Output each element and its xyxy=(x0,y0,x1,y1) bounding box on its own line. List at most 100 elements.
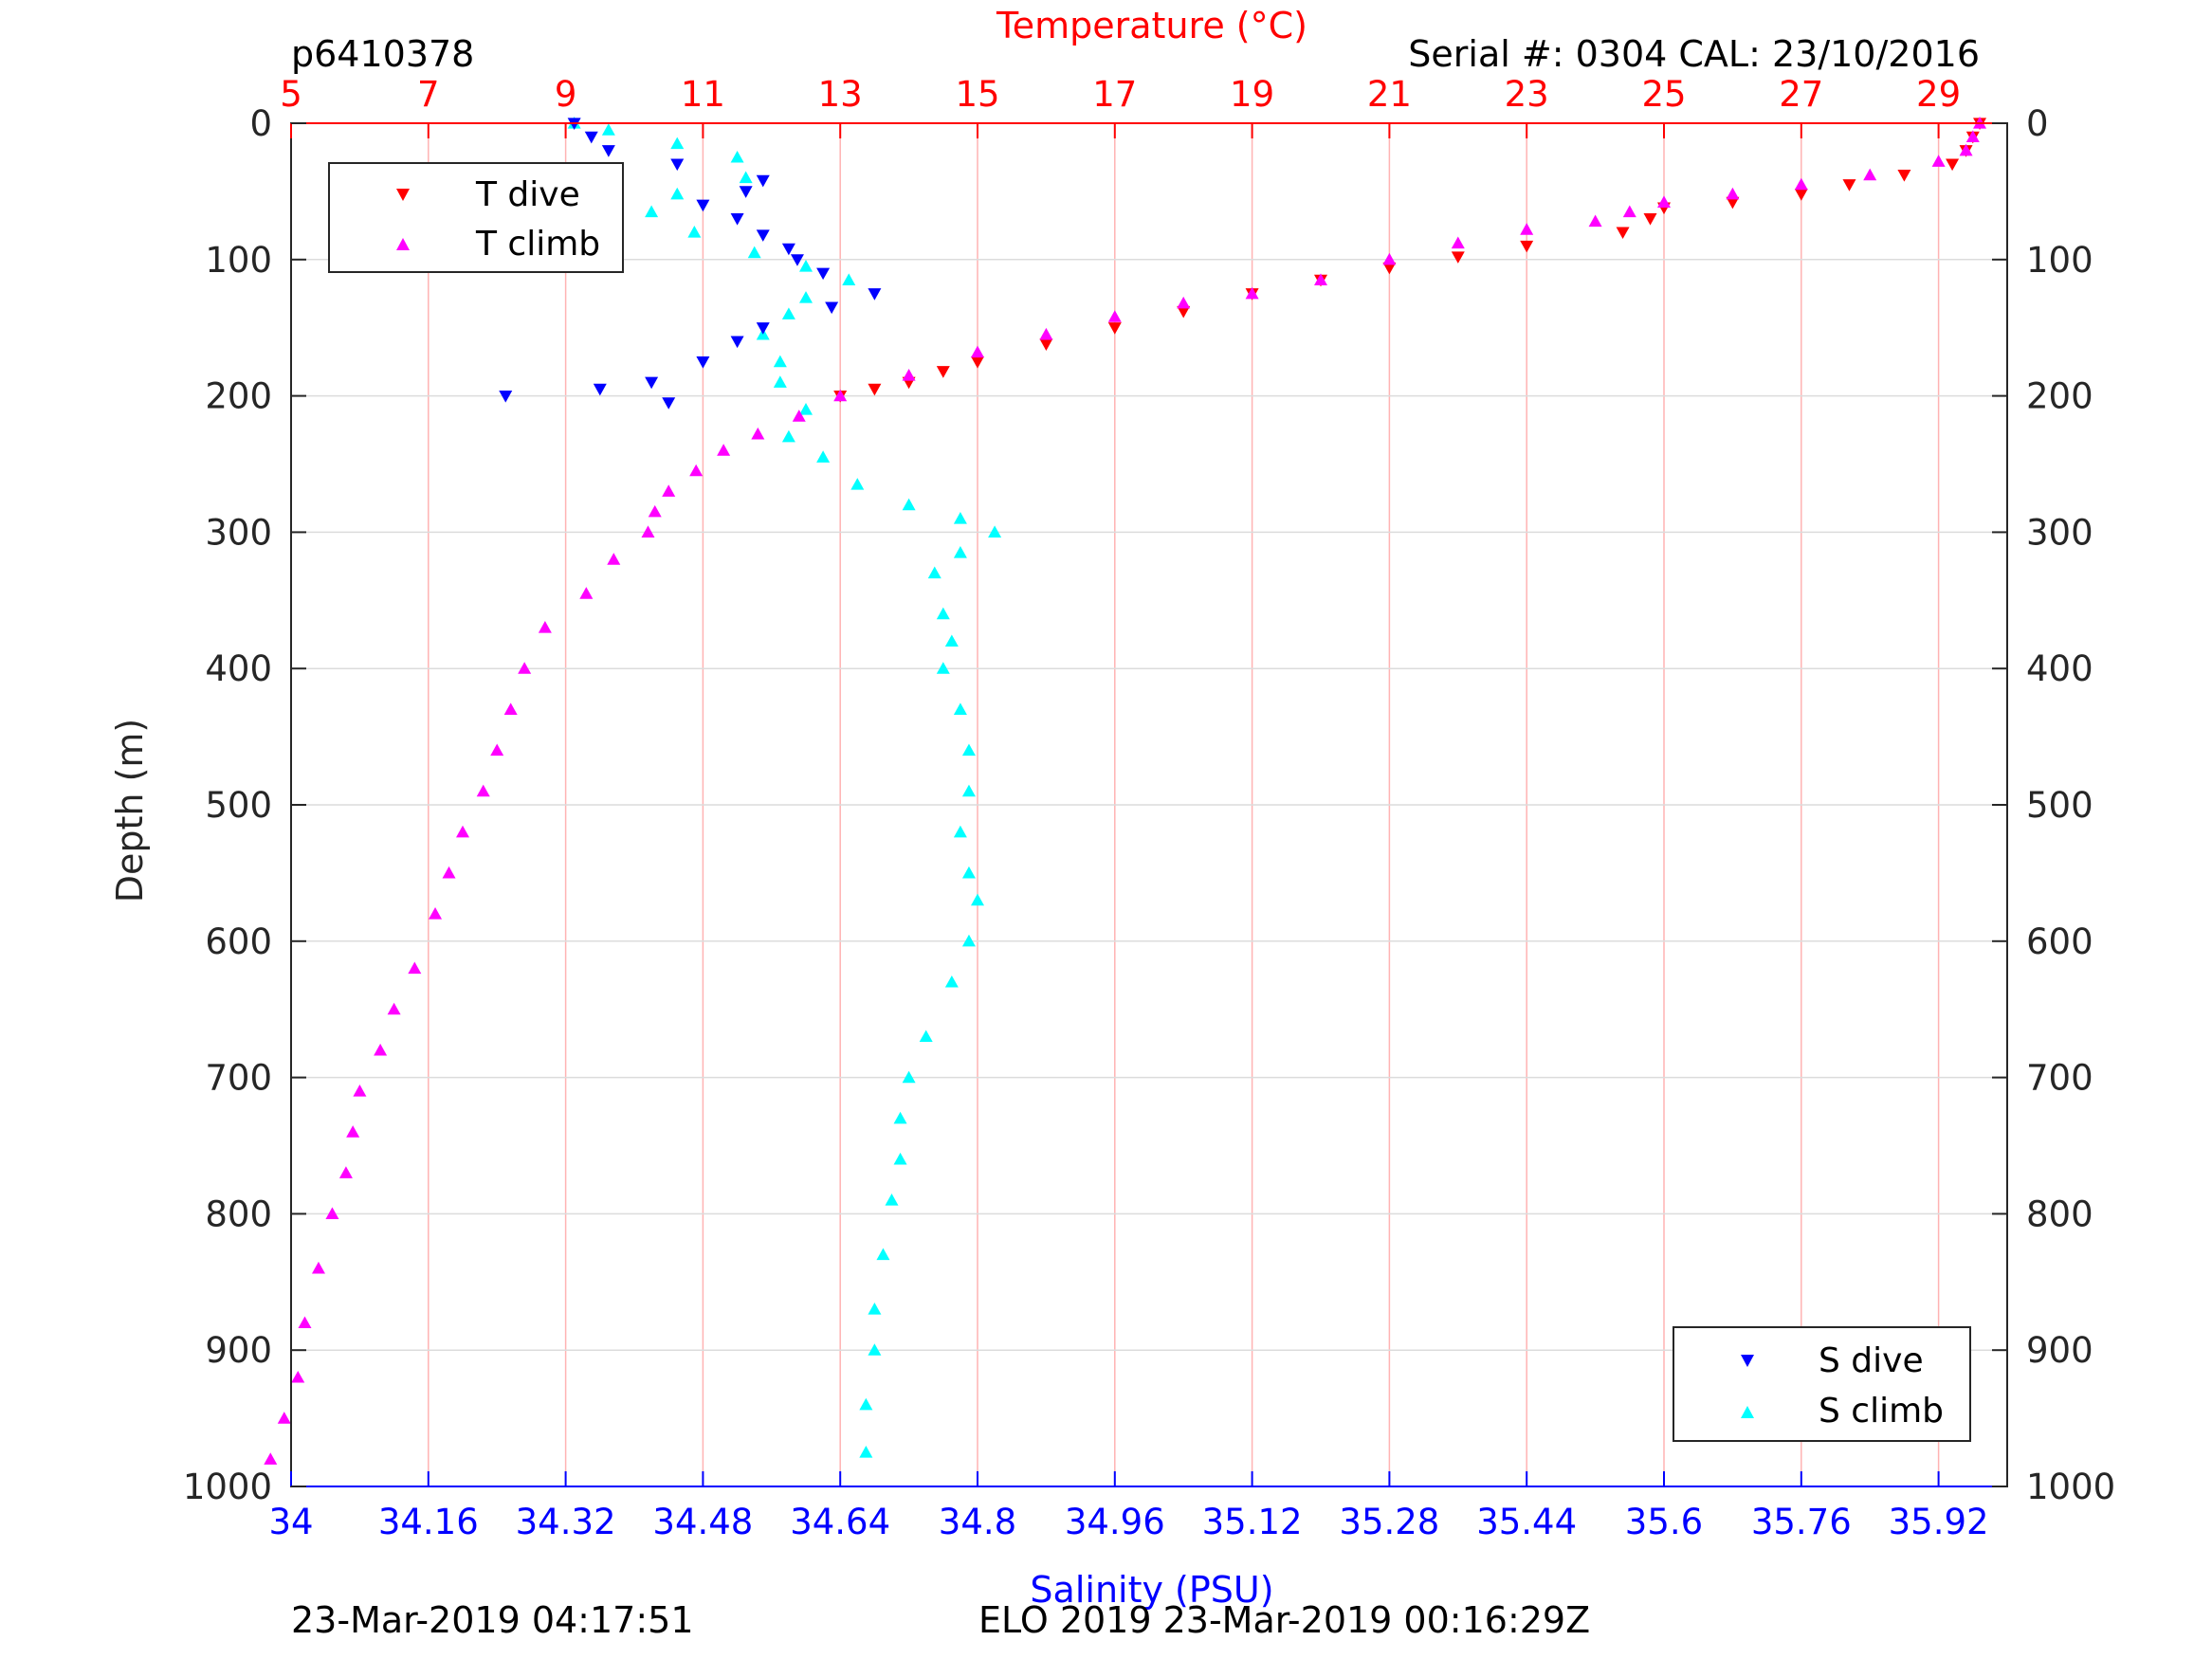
s-climb-point xyxy=(876,1248,890,1261)
salinity-tick-label: 35.92 xyxy=(1889,1502,1989,1542)
t-climb-point xyxy=(833,389,848,402)
footer-timestamp: 23-Mar-2019 04:17:51 xyxy=(291,1599,694,1641)
t-dive-point xyxy=(1451,251,1465,264)
s-dive-point xyxy=(756,322,770,335)
s-climb-point xyxy=(971,893,984,906)
salinity-tick-label: 34.64 xyxy=(790,1502,890,1542)
salinity-tick-label: 35.28 xyxy=(1339,1502,1439,1542)
depth-tick-label-left: 700 xyxy=(205,1058,272,1099)
temperature-tick-label: 5 xyxy=(280,74,302,115)
depth-tick-label-left: 1000 xyxy=(183,1467,272,1507)
depth-tick-label-left: 500 xyxy=(205,785,272,826)
t-climb-point xyxy=(429,907,443,920)
s-climb-point xyxy=(816,450,831,463)
legend-s-climb-marker xyxy=(1741,1406,1754,1418)
t-climb-point xyxy=(1588,214,1602,228)
s-climb-point xyxy=(645,205,659,218)
t-climb-point xyxy=(325,1207,339,1219)
s-climb-point xyxy=(601,123,615,136)
t-dive-point xyxy=(1382,262,1397,275)
salinity-legend-box xyxy=(1673,1326,1971,1442)
temperature-axis-title: Temperature (°C) xyxy=(996,5,1307,46)
s-climb-point xyxy=(781,307,795,319)
depth-tick-label-left: 800 xyxy=(205,1194,272,1234)
series-s-climb xyxy=(567,117,1002,1458)
t-climb-point xyxy=(1863,168,1877,181)
s-dive-point xyxy=(670,158,685,172)
t-climb-point xyxy=(353,1084,367,1097)
s-dive-point xyxy=(756,174,770,188)
depth-tick-label-right: 800 xyxy=(2026,1194,2093,1234)
temperature-tick-label: 23 xyxy=(1505,74,1549,115)
t-climb-point xyxy=(1451,236,1465,249)
salinity-tick-label: 34.16 xyxy=(378,1502,479,1542)
t-climb-point xyxy=(1965,130,1980,142)
salinity-tick-label: 35.6 xyxy=(1625,1502,1703,1542)
t-climb-point xyxy=(264,1452,278,1465)
s-dive-point xyxy=(696,356,710,369)
temperature-tick-label: 9 xyxy=(555,74,577,115)
s-climb-point xyxy=(953,545,967,558)
depth-tick-label-right: 100 xyxy=(2026,240,2093,281)
depth-tick-label-right: 600 xyxy=(2026,921,2093,962)
grid xyxy=(290,122,2007,1487)
s-climb-point xyxy=(961,866,976,879)
s-dive-point xyxy=(825,301,839,315)
temperature-legend-box xyxy=(328,162,624,273)
s-dive-point xyxy=(790,254,804,266)
series-layer xyxy=(264,117,1987,1465)
temperature-tick-label: 19 xyxy=(1230,74,1274,115)
s-climb-point xyxy=(739,171,753,184)
temperature-tick-label: 29 xyxy=(1916,74,1961,115)
t-climb-point xyxy=(1245,286,1259,300)
s-climb-point xyxy=(902,498,916,511)
legend-t-dive-label: T dive xyxy=(475,175,580,214)
legend-s-climb-label: S climb xyxy=(1819,1392,1944,1431)
t-climb-point xyxy=(579,587,594,599)
temperature-tick-label: 11 xyxy=(681,74,725,115)
s-dive-point xyxy=(730,336,744,349)
t-dive-point xyxy=(1039,338,1053,351)
salinity-tick-label: 34.8 xyxy=(939,1502,1016,1542)
t-climb-point xyxy=(518,662,532,674)
s-climb-point xyxy=(944,975,959,988)
t-climb-point xyxy=(1726,187,1740,200)
t-dive-point xyxy=(936,366,950,378)
depth-axis-title: Depth (m) xyxy=(109,719,151,903)
t-climb-point xyxy=(1314,273,1327,285)
t-climb-point xyxy=(374,1043,388,1056)
s-dive-point xyxy=(781,243,795,256)
t-climb-point xyxy=(648,504,662,518)
depth-tick-label-left: 0 xyxy=(249,103,272,144)
t-climb-point xyxy=(503,702,518,715)
s-climb-point xyxy=(799,291,813,303)
t-dive-point xyxy=(1177,305,1191,319)
t-climb-point xyxy=(641,525,655,538)
serial-calibration: Serial #: 0304 CAL: 23/10/2016 xyxy=(1408,33,1980,75)
temperature-legend: T dive T climb xyxy=(328,162,624,273)
t-climb-point xyxy=(1107,310,1122,322)
s-dive-point xyxy=(816,267,831,281)
depth-tick-label-right: 1000 xyxy=(2026,1467,2115,1507)
temperature-tick-label: 13 xyxy=(818,74,863,115)
salinity-tick-label: 35.12 xyxy=(1202,1502,1303,1542)
legend-s-dive-label: S dive xyxy=(1819,1341,1924,1380)
s-dive-point xyxy=(739,186,753,198)
t-climb-point xyxy=(902,369,916,381)
temperature-tick-label: 25 xyxy=(1641,74,1686,115)
t-dive-point xyxy=(868,383,882,396)
s-climb-point xyxy=(730,150,744,163)
s-climb-point xyxy=(893,1152,907,1165)
t-climb-point xyxy=(298,1316,312,1329)
s-dive-point xyxy=(730,213,744,226)
t-dive-point xyxy=(1616,227,1630,240)
t-climb-point xyxy=(607,553,621,565)
salinity-tick-label: 34.96 xyxy=(1065,1502,1165,1542)
s-climb-point xyxy=(893,1111,907,1124)
s-climb-point xyxy=(868,1343,882,1356)
s-dive-point xyxy=(499,391,513,403)
t-climb-point xyxy=(971,345,984,358)
t-dive-point xyxy=(1726,196,1740,210)
t-dive-point xyxy=(1643,213,1657,226)
